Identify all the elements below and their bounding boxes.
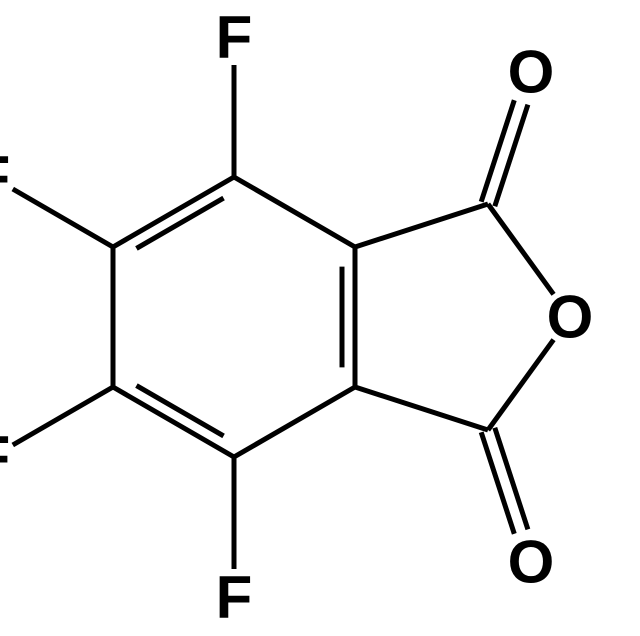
atom-label-o: O bbox=[508, 529, 555, 596]
molecule-diagram: O O O F F F F bbox=[0, 0, 640, 636]
bond-line bbox=[355, 204, 488, 247]
atom-label-o: O bbox=[547, 284, 594, 351]
bond-line bbox=[495, 428, 528, 530]
bond-line bbox=[355, 387, 488, 430]
bond-line bbox=[488, 340, 554, 430]
bond-line bbox=[234, 177, 355, 247]
bond-line bbox=[481, 432, 514, 534]
bond-line bbox=[495, 105, 528, 207]
atom-label-f: F bbox=[0, 144, 10, 211]
bond-line bbox=[13, 387, 113, 445]
labels-layer: O O O F F F F bbox=[0, 4, 593, 631]
atom-label-f: F bbox=[0, 424, 10, 491]
bonds-layer bbox=[13, 65, 554, 569]
atom-label-f: F bbox=[216, 564, 253, 631]
atom-label-f: F bbox=[216, 4, 253, 71]
bond-line bbox=[113, 177, 234, 247]
bond-line bbox=[13, 189, 113, 247]
bond-line bbox=[113, 387, 234, 457]
bond-line bbox=[234, 387, 355, 457]
atom-label-o: O bbox=[508, 39, 555, 106]
bond-line bbox=[488, 204, 554, 294]
bond-line bbox=[481, 100, 514, 202]
